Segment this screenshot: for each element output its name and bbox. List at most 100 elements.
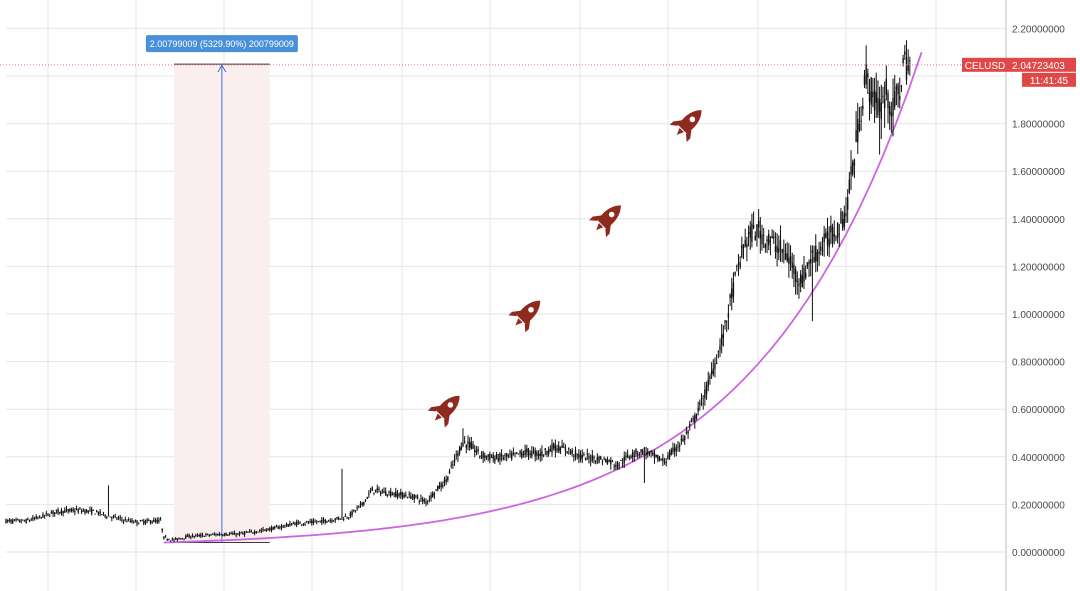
candle-body xyxy=(815,245,817,262)
candle-body xyxy=(290,524,293,526)
candle-body xyxy=(230,533,232,535)
candle-body xyxy=(497,458,499,461)
candle-body xyxy=(657,454,659,460)
candle-body xyxy=(196,534,199,536)
candle-body xyxy=(307,522,310,524)
candle-body xyxy=(138,523,140,525)
candle-body xyxy=(235,534,237,536)
candle-body xyxy=(316,522,318,523)
candle-body xyxy=(791,262,793,268)
candle-body xyxy=(208,535,210,536)
candle-body xyxy=(662,458,664,462)
candle-body xyxy=(169,540,172,542)
candle-body xyxy=(702,403,704,405)
candle-body xyxy=(87,510,90,512)
candle-body xyxy=(314,521,316,523)
candle-body xyxy=(880,102,882,119)
candle-body xyxy=(719,345,721,351)
candle-body xyxy=(885,78,888,95)
candle-body xyxy=(746,243,748,248)
candle-body xyxy=(306,521,308,523)
candle-body xyxy=(465,444,468,448)
candle-body xyxy=(121,519,123,521)
candle-body xyxy=(596,457,599,461)
exponential-trend-line[interactable] xyxy=(163,51,923,544)
candle-body xyxy=(539,453,541,457)
candle-body xyxy=(270,527,273,531)
candle-body xyxy=(384,491,387,496)
candle-body xyxy=(899,96,901,100)
candle-body xyxy=(512,452,515,455)
candle-body xyxy=(573,455,575,457)
candle-body xyxy=(505,453,508,457)
candle-body xyxy=(665,461,667,463)
candle-body xyxy=(615,465,617,467)
candle-body xyxy=(774,246,777,252)
candle-body xyxy=(747,232,750,234)
candle-body xyxy=(695,413,698,419)
measurement-label: 2.00799009 (5329.90%) 200799009 xyxy=(145,35,298,53)
candle-body xyxy=(188,534,190,538)
candle-body xyxy=(20,521,22,523)
candle-body xyxy=(793,264,795,275)
candle-body xyxy=(840,211,842,223)
candle-body xyxy=(507,455,510,457)
candle-body xyxy=(658,457,661,462)
candle-body xyxy=(532,450,535,452)
candle-body xyxy=(692,418,694,421)
candle-body xyxy=(227,535,229,536)
candle-body xyxy=(264,529,266,531)
candlestick-series xyxy=(5,40,911,543)
candle-body xyxy=(855,130,857,142)
candle-body xyxy=(349,512,352,517)
candle-body xyxy=(388,491,390,493)
candle-body xyxy=(96,510,98,513)
candle-body xyxy=(453,459,456,463)
candle-body xyxy=(712,368,714,375)
candle-body xyxy=(420,497,422,499)
candle-body xyxy=(490,457,493,459)
candle-body xyxy=(769,240,772,243)
candle-body xyxy=(300,524,303,526)
measurement-tool[interactable] xyxy=(174,63,270,543)
candle-body xyxy=(581,454,583,459)
candle-body xyxy=(309,521,311,523)
candle-body xyxy=(391,494,394,496)
candle-body xyxy=(875,92,877,103)
candle-body xyxy=(75,508,78,510)
candle-body xyxy=(509,452,511,455)
candle-body xyxy=(605,458,607,463)
rocket-icon xyxy=(427,395,460,428)
candle-body xyxy=(801,275,804,288)
candle-body xyxy=(845,212,847,217)
candle-body xyxy=(846,197,849,210)
candle-body xyxy=(492,454,494,459)
candle-body xyxy=(722,333,725,339)
candle-body xyxy=(156,519,158,523)
price-axis[interactable]: 0.00000000 0.20000000 0.40000000 0.60000000… xyxy=(1012,24,1065,559)
candle-body xyxy=(89,509,91,511)
trend-curve[interactable] xyxy=(163,51,923,544)
candle-body xyxy=(799,274,802,284)
candle-body xyxy=(841,218,844,229)
candle-body xyxy=(751,223,753,242)
candle-body xyxy=(823,233,825,243)
candle-body xyxy=(85,510,88,513)
candle-body xyxy=(216,534,219,536)
candle-body xyxy=(47,513,49,516)
candle-body xyxy=(547,449,550,455)
candle-body xyxy=(116,518,118,520)
candle-body xyxy=(529,453,531,456)
candle-body xyxy=(191,535,194,537)
symbol-badge-text: CELUSD xyxy=(965,61,1006,72)
candle-body xyxy=(559,447,562,453)
candle-body xyxy=(862,105,864,110)
candle-body xyxy=(195,534,197,536)
candle-body xyxy=(101,514,103,516)
candle-body xyxy=(151,522,153,523)
candle-body xyxy=(321,519,323,524)
candle-body xyxy=(588,456,590,459)
candle-body xyxy=(143,521,145,524)
